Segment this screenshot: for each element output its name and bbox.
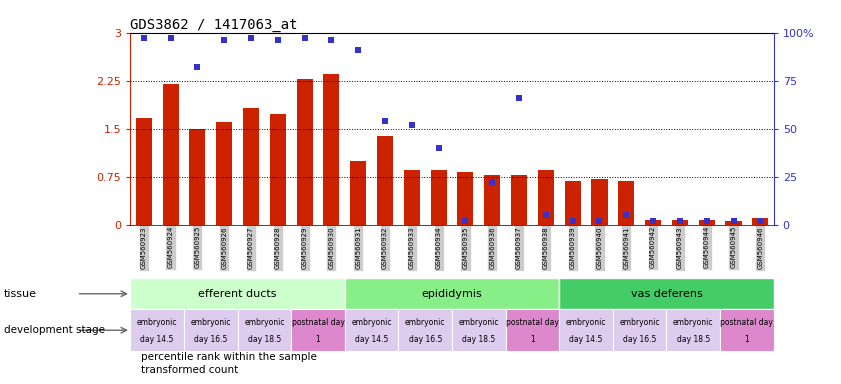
Point — [432, 145, 446, 151]
Point — [405, 122, 419, 128]
Text: embryonic: embryonic — [458, 318, 499, 327]
Text: embryonic: embryonic — [191, 318, 231, 327]
Bar — [130, 278, 345, 309]
Bar — [484, 175, 500, 225]
Bar — [672, 220, 688, 225]
Text: 1: 1 — [315, 335, 320, 344]
Text: vas deferens: vas deferens — [631, 289, 702, 299]
Text: day 14.5: day 14.5 — [355, 335, 389, 344]
Bar — [537, 170, 554, 225]
Bar — [216, 122, 232, 225]
Point — [458, 218, 472, 224]
Bar — [559, 278, 774, 309]
Text: day 16.5: day 16.5 — [194, 335, 227, 344]
Bar — [345, 278, 559, 309]
Text: postnatal day: postnatal day — [721, 318, 774, 327]
Point — [754, 218, 767, 224]
Point — [566, 218, 579, 224]
Bar — [431, 170, 447, 225]
Bar — [618, 181, 634, 225]
Bar — [564, 181, 580, 225]
Bar — [135, 118, 151, 225]
Text: embryonic: embryonic — [137, 318, 177, 327]
Text: development stage: development stage — [4, 325, 105, 335]
Text: day 16.5: day 16.5 — [623, 335, 656, 344]
Point — [244, 35, 257, 41]
Bar — [613, 309, 666, 351]
Text: efferent ducts: efferent ducts — [198, 289, 277, 299]
Point — [298, 35, 311, 41]
Bar — [591, 179, 607, 225]
Bar — [130, 309, 184, 351]
Text: embryonic: embryonic — [673, 318, 713, 327]
Bar — [452, 309, 505, 351]
Point — [673, 218, 686, 224]
Bar — [645, 220, 661, 225]
Text: postnatal day: postnatal day — [292, 318, 345, 327]
Text: day 18.5: day 18.5 — [248, 335, 281, 344]
Bar — [511, 175, 527, 225]
Text: day 18.5: day 18.5 — [463, 335, 495, 344]
Bar — [270, 114, 286, 225]
Text: embryonic: embryonic — [620, 318, 660, 327]
Point — [700, 218, 713, 224]
Text: GDS3862 / 1417063_at: GDS3862 / 1417063_at — [130, 18, 298, 31]
Bar — [399, 309, 452, 351]
Bar — [345, 309, 399, 351]
Text: percentile rank within the sample: percentile rank within the sample — [141, 352, 317, 362]
Point — [620, 212, 633, 218]
Point — [325, 37, 338, 43]
Bar — [458, 172, 473, 225]
Bar — [162, 84, 178, 225]
Text: transformed count: transformed count — [141, 365, 239, 375]
Text: postnatal day: postnatal day — [506, 318, 559, 327]
Point — [727, 218, 740, 224]
Text: day 16.5: day 16.5 — [409, 335, 442, 344]
Text: day 14.5: day 14.5 — [140, 335, 174, 344]
Point — [271, 37, 284, 43]
Text: day 18.5: day 18.5 — [677, 335, 710, 344]
Bar — [189, 129, 205, 225]
Text: embryonic: embryonic — [244, 318, 284, 327]
Text: epididymis: epididymis — [421, 289, 483, 299]
Point — [647, 218, 660, 224]
Text: embryonic: embryonic — [352, 318, 392, 327]
Bar — [666, 309, 720, 351]
Text: 1: 1 — [744, 335, 749, 344]
Bar — [297, 79, 313, 225]
Point — [164, 35, 177, 41]
Text: 1: 1 — [530, 335, 535, 344]
Bar — [404, 170, 420, 225]
Point — [352, 47, 365, 53]
Bar — [237, 309, 291, 351]
Text: embryonic: embryonic — [566, 318, 606, 327]
Bar — [243, 108, 259, 225]
Point — [593, 218, 606, 224]
Bar — [184, 309, 237, 351]
Bar — [720, 309, 774, 351]
Bar — [377, 136, 393, 225]
Bar — [505, 309, 559, 351]
Point — [512, 95, 526, 101]
Bar — [559, 309, 613, 351]
Point — [539, 212, 553, 218]
Bar — [752, 218, 769, 225]
Point — [485, 179, 499, 185]
Bar — [291, 309, 345, 351]
Bar — [726, 222, 742, 225]
Bar — [699, 220, 715, 225]
Text: day 14.5: day 14.5 — [569, 335, 603, 344]
Text: tissue: tissue — [4, 289, 37, 299]
Point — [378, 118, 392, 124]
Bar — [323, 74, 340, 225]
Text: embryonic: embryonic — [405, 318, 446, 327]
Point — [191, 64, 204, 70]
Bar — [350, 161, 366, 225]
Point — [137, 35, 151, 41]
Point — [218, 37, 231, 43]
